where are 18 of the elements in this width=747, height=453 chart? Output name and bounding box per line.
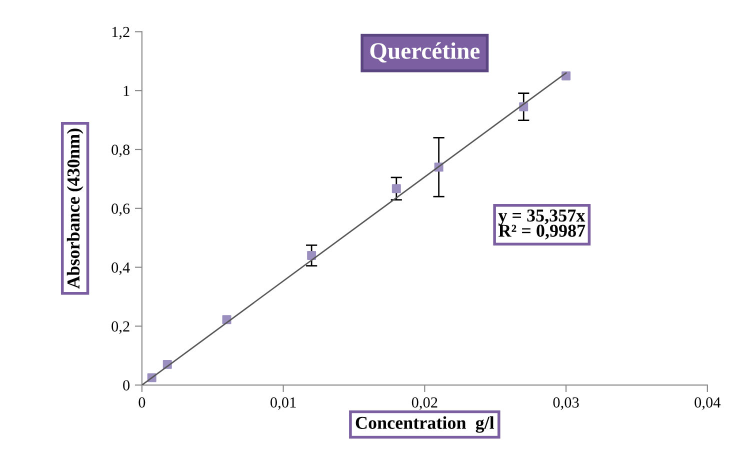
x-tick-label: 0,04 xyxy=(694,397,721,410)
y-tick-label: 0 xyxy=(123,380,130,390)
y-tick-label: 1 xyxy=(124,86,130,96)
x-tick-label: 0,02 xyxy=(412,397,438,410)
y-axis-title: Absorbance (430nm) xyxy=(66,128,84,289)
y-tick-label: 0,2 xyxy=(112,321,130,334)
y-tick-label: 0,6 xyxy=(112,204,130,216)
y-tick-label: 1,2 xyxy=(112,26,130,40)
x-tick-label: 0,03 xyxy=(553,397,579,410)
point xyxy=(392,184,401,194)
point xyxy=(307,250,316,260)
x-tick-label: 0,01 xyxy=(270,397,296,410)
annotation: y = 35,357x R² = 0,9987 xyxy=(498,210,586,240)
x-axis-title: Concentration g/l xyxy=(356,416,494,433)
chart-title: Quercétine xyxy=(370,42,480,63)
y-tick-label: 0,4 xyxy=(112,262,130,275)
x-tick-label: 0 xyxy=(138,397,146,408)
y-tick-label: 0,8 xyxy=(112,144,130,158)
